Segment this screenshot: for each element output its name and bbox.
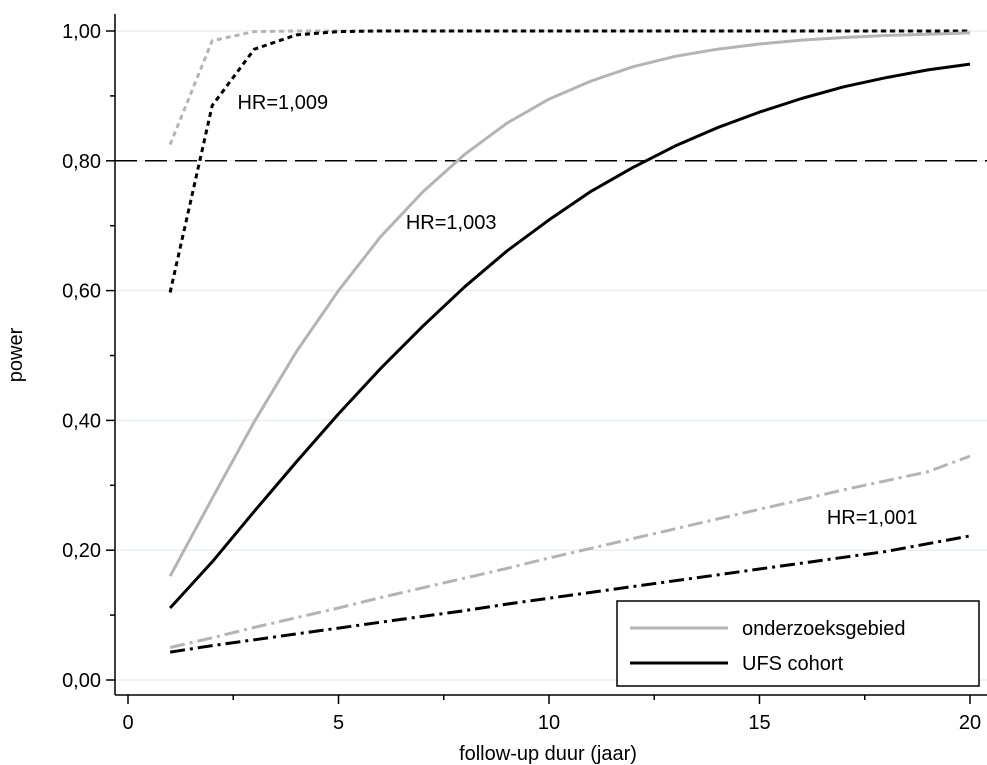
series-line-5 — [169, 534, 971, 654]
x-tick-label-4: 20 — [959, 712, 981, 734]
series-line-0 — [168, 29, 970, 146]
y-axis-title: power — [5, 327, 27, 382]
series-line-1 — [168, 29, 970, 293]
annotation-hr-1009: HR=1,009 — [237, 92, 328, 114]
x-tick-label-1: 5 — [333, 712, 344, 734]
y-tick-label-4: 0,80 — [62, 151, 101, 173]
x-tick-label-3: 15 — [748, 712, 770, 734]
x-tick-label-0: 0 — [122, 712, 133, 734]
legend-box — [616, 600, 980, 687]
legend-label-ufs-cohort: UFS cohort — [742, 653, 844, 675]
y-tick-label-0: 0,00 — [62, 670, 101, 692]
series-line-2 — [168, 31, 971, 577]
y-tick-label-1: 0,20 — [62, 540, 101, 562]
series-line-3 — [168, 62, 971, 610]
x-ticks: 0 5 10 15 20 — [122, 695, 981, 734]
series-group — [168, 29, 971, 654]
y-ticks: 0,00 0,20 0,40 0,60 0,80 1,00 — [62, 21, 115, 692]
x-tick-label-2: 10 — [538, 712, 560, 734]
annotation-hr-1003: HR=1,003 — [406, 212, 497, 234]
series-line-4 — [169, 454, 971, 649]
annotation-hr-1001: HR=1,001 — [827, 507, 918, 529]
gridlines — [115, 30, 987, 681]
legend: onderzoeksgebied UFS cohort — [616, 600, 980, 687]
legend-label-onderzoeksgebied: onderzoeksgebied — [742, 618, 905, 640]
y-tick-label-2: 0,40 — [62, 410, 101, 432]
y-tick-label-3: 0,60 — [62, 281, 101, 303]
y-tick-label-5: 1,00 — [62, 21, 101, 43]
x-axis-title: follow-up duur (jaar) — [459, 743, 637, 765]
axes — [114, 14, 987, 696]
